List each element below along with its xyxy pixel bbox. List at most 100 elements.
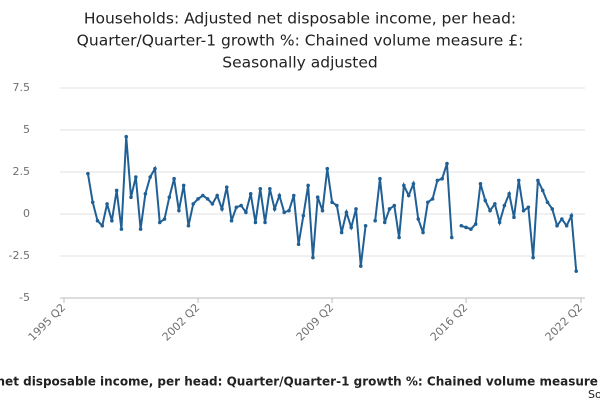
data-point <box>277 193 282 198</box>
data-point <box>363 223 368 228</box>
data-point <box>560 217 564 221</box>
data-point <box>349 225 354 230</box>
data-point <box>430 197 435 201</box>
data-point <box>234 205 239 210</box>
data-point <box>540 188 545 193</box>
data-point <box>502 203 507 208</box>
data-point <box>440 176 444 181</box>
data-point <box>382 220 387 225</box>
data-point <box>124 134 129 139</box>
data-point <box>272 207 277 211</box>
data-point <box>445 161 449 166</box>
data-point <box>181 183 186 188</box>
data-point <box>406 193 411 198</box>
x-tick-label: 2016 Q2 <box>428 301 471 344</box>
y-tick-label: 7.5 <box>13 81 31 94</box>
data-point <box>229 218 234 223</box>
data-point <box>153 166 157 171</box>
data-point <box>536 178 540 183</box>
data-point <box>335 203 339 208</box>
data-point <box>464 225 468 230</box>
data-point <box>306 183 310 188</box>
y-tick-label: 2.5 <box>13 165 31 178</box>
data-point <box>421 230 425 235</box>
y-tick-label: -2.5 <box>9 249 30 262</box>
data-point <box>239 203 243 208</box>
data-point <box>545 200 550 205</box>
data-point <box>110 218 114 223</box>
data-point <box>325 166 330 171</box>
data-point <box>392 203 397 208</box>
data-point <box>186 223 191 228</box>
data-point <box>493 202 497 206</box>
x-tick-label: 2009 Q2 <box>294 301 337 344</box>
data-point <box>258 187 263 191</box>
data-point <box>526 205 531 210</box>
data-point <box>291 193 296 198</box>
data-point <box>248 192 253 196</box>
title-line: Households: Adjusted net disposable inco… <box>84 10 516 28</box>
data-point <box>449 235 454 240</box>
data-point <box>569 213 574 218</box>
data-point <box>90 200 95 205</box>
data-point <box>435 178 440 183</box>
data-point <box>287 208 291 213</box>
data-point <box>555 223 559 228</box>
data-point <box>521 208 526 213</box>
series-line <box>374 163 453 238</box>
data-point <box>177 208 181 213</box>
data-point <box>397 235 401 240</box>
x-tick-label: 1995 Q2 <box>26 301 69 344</box>
data-point <box>196 197 200 201</box>
data-point <box>296 242 301 247</box>
data-point <box>373 218 377 223</box>
series-line <box>460 179 578 272</box>
series-line <box>86 136 367 267</box>
data-point <box>95 218 100 223</box>
y-tick-label: 5 <box>23 123 30 136</box>
data-point <box>263 220 267 225</box>
data-point <box>138 227 143 231</box>
data-point <box>469 227 473 231</box>
data-point <box>162 217 167 221</box>
data-point <box>172 176 176 181</box>
data-point <box>488 208 492 213</box>
data-point <box>426 200 430 205</box>
x-axis-title: Households: Adjusted net disposable inco… <box>0 375 600 389</box>
data-point <box>215 193 219 198</box>
data-point <box>416 217 421 221</box>
data-point <box>378 176 382 181</box>
x-tick-label: 2022 Q2 <box>543 301 586 344</box>
data-point <box>220 207 224 211</box>
data-point <box>531 255 535 260</box>
data-point <box>157 220 162 225</box>
data-point <box>354 207 358 211</box>
data-point <box>315 195 320 199</box>
data-point <box>301 213 306 218</box>
data-point <box>564 223 569 228</box>
data-point <box>129 195 133 199</box>
title-line: Quarter/Quarter-1 growth %: Chained volu… <box>77 32 524 50</box>
chart-title: Households: Adjusted net disposable inco… <box>77 10 524 72</box>
data-point <box>550 207 555 211</box>
data-point <box>574 269 579 273</box>
data-point <box>478 181 483 186</box>
data-point <box>105 202 109 206</box>
data-point <box>119 227 124 231</box>
data-point <box>201 193 205 198</box>
y-tick-label: 0 <box>23 207 30 220</box>
data-point <box>253 220 258 225</box>
data-point <box>344 210 349 215</box>
x-tick-label: 2002 Q2 <box>160 301 203 344</box>
data-point <box>205 197 210 201</box>
data-point <box>387 207 392 211</box>
data-point <box>358 264 363 268</box>
source: Source: <box>588 388 600 400</box>
data-point <box>282 210 287 215</box>
data-point <box>459 223 464 228</box>
data-point <box>311 255 315 260</box>
data-point <box>516 178 521 183</box>
data-point <box>224 185 229 189</box>
data-point <box>148 175 152 179</box>
data-point <box>507 192 511 196</box>
